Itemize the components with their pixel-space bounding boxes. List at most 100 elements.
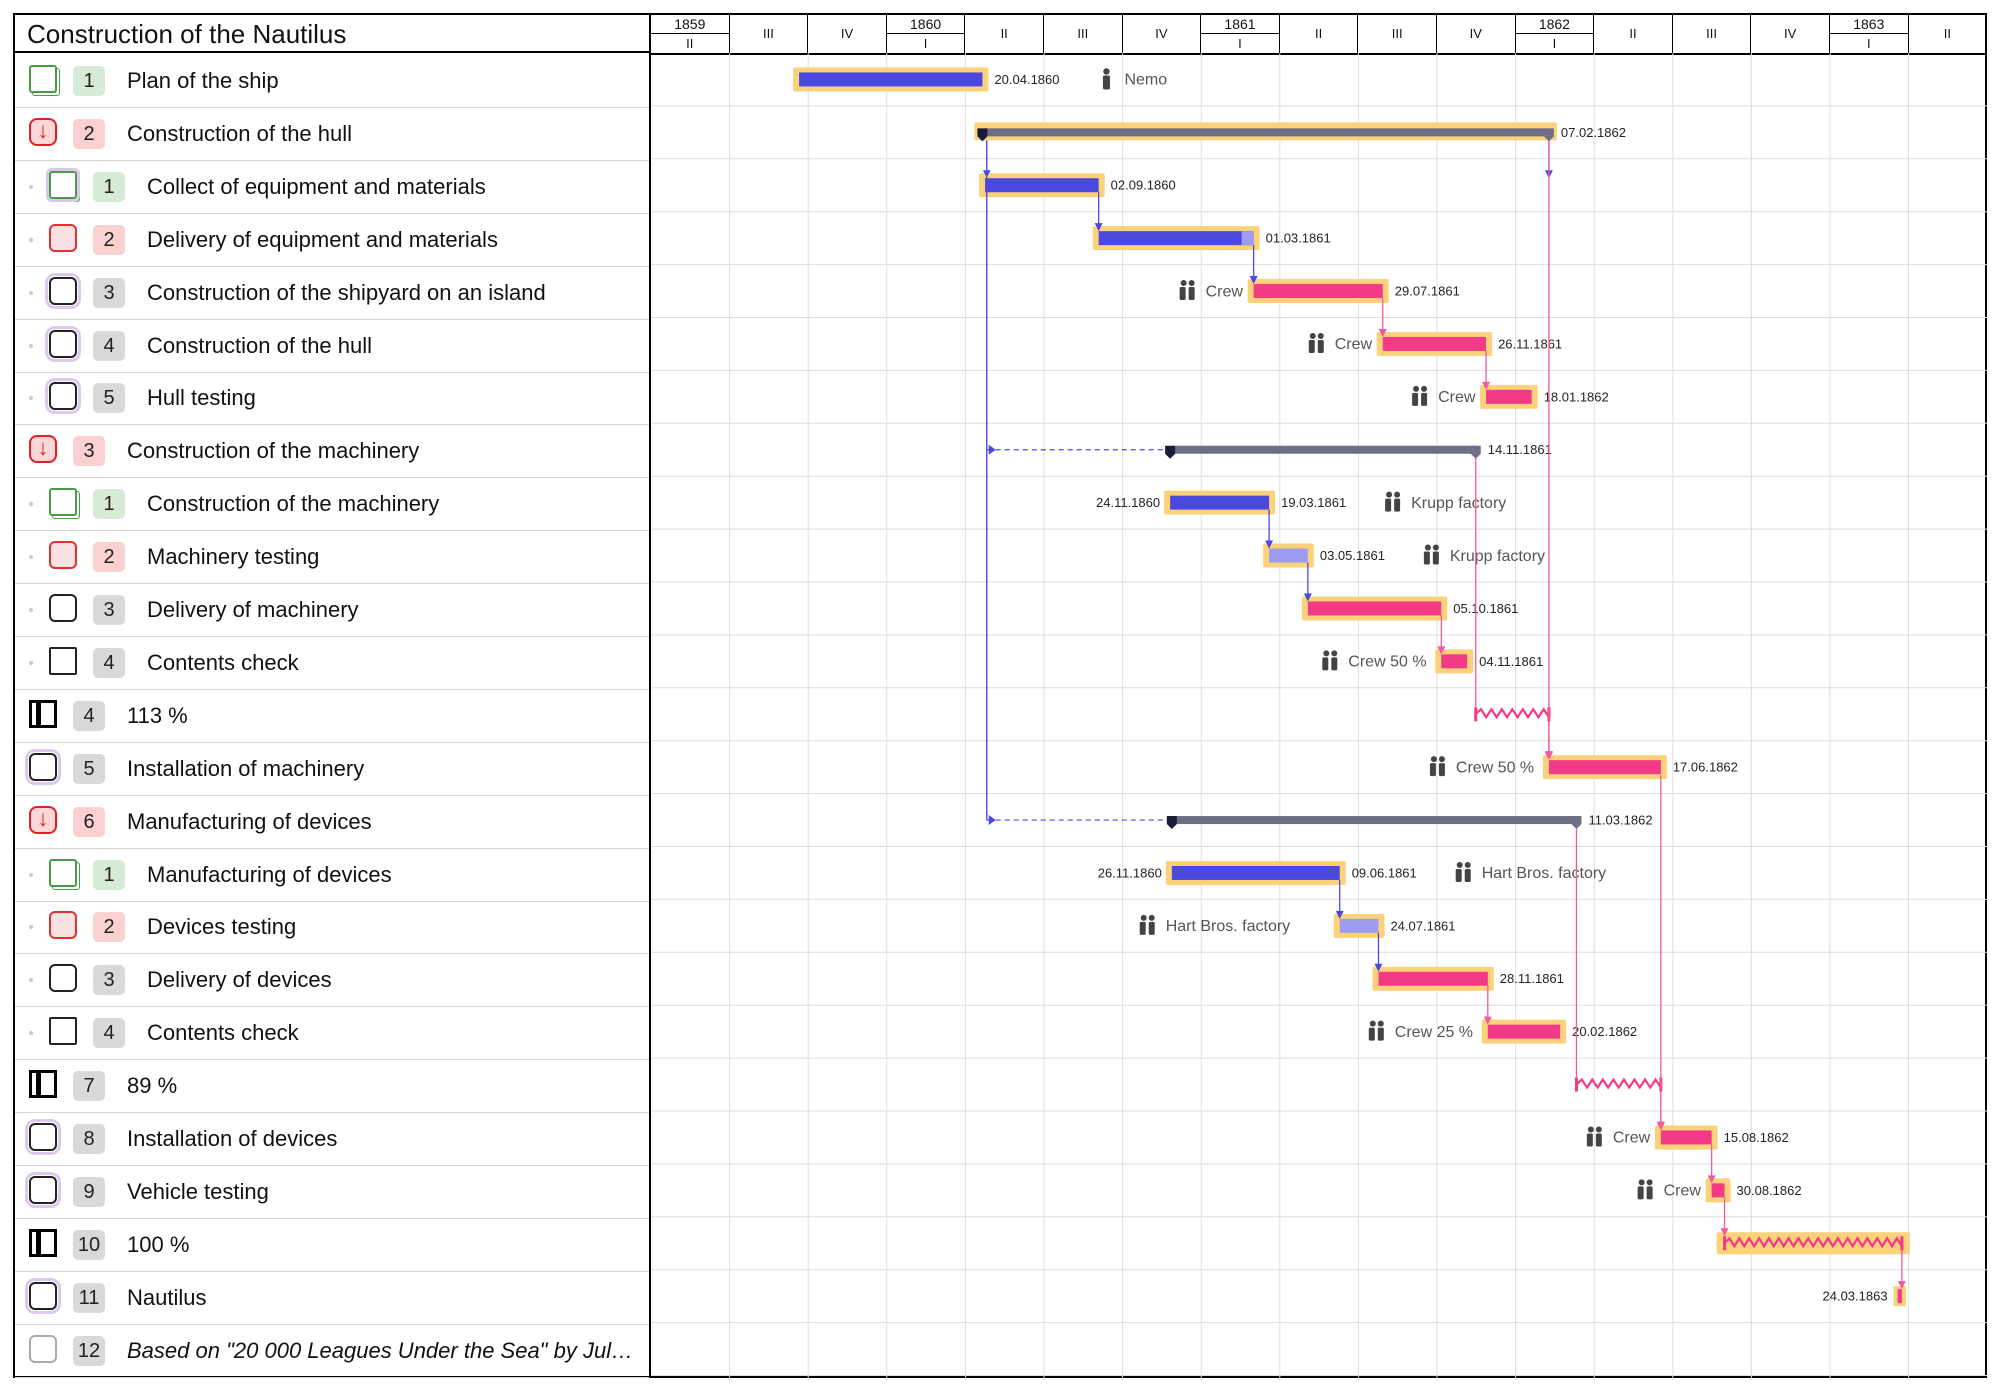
- date-label: 15.08.1862: [1724, 1130, 1789, 1145]
- date-label: 20.02.1862: [1572, 1024, 1637, 1039]
- indent-dot: [29, 660, 33, 665]
- task-row[interactable]: 2 Delivery of equipment and materials: [15, 214, 649, 267]
- date-label: 11.03.1862: [1588, 812, 1652, 827]
- summary-bar[interactable]: [1170, 445, 1476, 454]
- task-row[interactable]: 10 100 %: [15, 1219, 649, 1272]
- timeline-quarter: III: [1358, 15, 1437, 53]
- task-bar[interactable]: [1378, 971, 1488, 986]
- summary-bar[interactable]: [982, 128, 1549, 137]
- bar-highlight: [1716, 1232, 1910, 1255]
- task-bar[interactable]: [1171, 865, 1340, 880]
- task-bar[interactable]: [1307, 601, 1442, 616]
- task-black-icon: [25, 748, 61, 785]
- timeline-quarter: II: [1280, 15, 1359, 53]
- task-row[interactable]: 1 Collect of equipment and materials: [15, 161, 649, 214]
- timeline-quarter: III: [1673, 15, 1752, 53]
- link-arrow: [1335, 910, 1344, 919]
- task-row[interactable]: ↓ 2 Construction of the hull: [15, 108, 649, 161]
- task-bar[interactable]: [1098, 231, 1254, 246]
- task-row[interactable]: 2 Machinery testing: [15, 531, 649, 585]
- task-row[interactable]: 7 89 %: [15, 1060, 649, 1114]
- task-row[interactable]: 4 Contents check: [15, 1007, 649, 1061]
- timeline-quarter: IV: [808, 15, 887, 53]
- task-number: 5: [93, 383, 125, 414]
- link-arrow: [1265, 540, 1274, 549]
- summary-end-cap: [1470, 445, 1481, 459]
- task-row[interactable]: 12 Based on "20 000 Leagues Under the Sea…: [15, 1325, 649, 1378]
- task-row[interactable]: 4 113 %: [15, 690, 649, 743]
- task-label: Contents check: [147, 649, 299, 675]
- group-icon: [1368, 1020, 1384, 1041]
- task-row[interactable]: 5 Hull testing: [15, 372, 649, 426]
- task-row[interactable]: 2 Devices testing: [15, 901, 649, 955]
- task-number: 6: [73, 806, 105, 837]
- timeline-quarter: 1862 I: [1515, 15, 1595, 53]
- task-bar[interactable]: [799, 72, 983, 87]
- collapse-arrow-icon[interactable]: ↓: [29, 117, 57, 146]
- task-row[interactable]: ↓ 3 Construction of the machinery: [15, 425, 649, 479]
- task-bar[interactable]: [1441, 654, 1468, 669]
- task-bar[interactable]: [1382, 336, 1487, 351]
- date-label: 20.04.1860: [994, 72, 1059, 87]
- task-bar[interactable]: [1711, 1183, 1725, 1198]
- link-arrow: [988, 815, 996, 826]
- task-red-icon: [49, 541, 77, 570]
- date-label: 24.11.1860: [1096, 495, 1160, 510]
- timeline-quarter: IV: [1123, 15, 1202, 53]
- buffer-zigzag[interactable]: [1575, 1077, 1662, 1090]
- collapse-arrow-icon[interactable]: ↓: [29, 805, 57, 834]
- task-label: Construction of the hull: [147, 332, 373, 358]
- buffer-zigzag[interactable]: [1723, 1236, 1903, 1249]
- task-label: Machinery testing: [147, 544, 320, 570]
- indent-dot: [29, 396, 33, 401]
- task-black-icon: [45, 325, 81, 362]
- group-icon: [1139, 914, 1155, 935]
- buffer-zigzag[interactable]: [1474, 707, 1550, 720]
- task-row[interactable]: 1 Manufacturing of devices: [15, 849, 649, 902]
- timeline-quarter-label: III: [1706, 26, 1718, 41]
- task-number: 1: [93, 859, 125, 890]
- date-label: 26.11.1861: [1498, 336, 1562, 351]
- task-label: Vehicle testing: [127, 1178, 269, 1204]
- task-row[interactable]: 1 Construction of the machinery: [15, 478, 649, 532]
- task-row[interactable]: 3 Construction of the shipyard on an isla…: [15, 267, 649, 320]
- summary-bar[interactable]: [1171, 816, 1577, 825]
- task-row[interactable]: 3 Delivery of devices: [15, 954, 649, 1008]
- task-row[interactable]: 4 Contents check: [15, 637, 649, 690]
- collapse-arrow-icon[interactable]: ↓: [29, 435, 57, 464]
- date-label: 17.06.1862: [1673, 760, 1738, 775]
- task-bar[interactable]: [1339, 918, 1379, 933]
- task-row[interactable]: 1 Plan of the ship: [15, 55, 649, 108]
- task-bar[interactable]: [1253, 284, 1383, 299]
- link-arrow: [1482, 381, 1491, 390]
- timeline-quarter: IV: [1751, 15, 1830, 53]
- task-bar[interactable]: [1269, 548, 1308, 563]
- indent-dot: [29, 872, 33, 877]
- task-label: 100 %: [127, 1231, 190, 1257]
- timeline-year: 1860: [886, 15, 965, 34]
- task-bar-remaining: [1241, 231, 1254, 246]
- task-number: 2: [93, 224, 125, 255]
- task-bar[interactable]: [1660, 1130, 1712, 1145]
- task-row[interactable]: ↓ 6 Manufacturing of devices: [15, 796, 649, 849]
- date-label: 03.05.1861: [1320, 548, 1385, 563]
- indent-dot: [29, 343, 33, 348]
- task-row[interactable]: 3 Delivery of machinery: [15, 584, 649, 637]
- task-bar[interactable]: [1486, 389, 1532, 404]
- task-number: 4: [73, 700, 105, 731]
- task-row[interactable]: 4 Construction of the hull: [15, 320, 649, 373]
- task-label: Manufacturing of devices: [147, 861, 392, 887]
- task-label: Collect of equipment and materials: [147, 173, 486, 199]
- task-row[interactable]: 5 Installation of machinery: [15, 743, 649, 796]
- task-bar[interactable]: [1487, 1024, 1561, 1039]
- task-row[interactable]: 11 Nautilus: [15, 1272, 649, 1325]
- task-bar[interactable]: [1170, 495, 1270, 510]
- task-bar[interactable]: [1548, 760, 1661, 775]
- task-label: Construction of the shipyard on an islan…: [147, 279, 546, 305]
- task-bar[interactable]: [985, 178, 1099, 193]
- date-label: 14.11.1861: [1488, 442, 1552, 457]
- milestone-bar[interactable]: [1897, 1289, 1902, 1304]
- task-row[interactable]: 9 Vehicle testing: [15, 1166, 649, 1219]
- task-green-icon: [49, 858, 77, 887]
- task-row[interactable]: 8 Installation of devices: [15, 1113, 649, 1166]
